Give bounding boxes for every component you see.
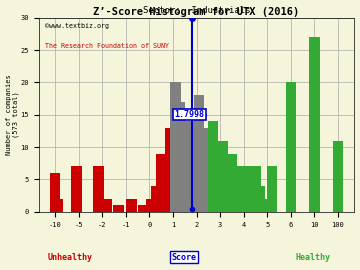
Bar [222,160,233,212]
Bar [250,167,261,212]
Bar [50,192,60,212]
Bar [189,128,199,212]
Bar [147,199,157,212]
Bar [231,173,242,212]
Text: Sector:  Industrials: Sector: Industrials [143,6,250,15]
Bar [285,82,296,212]
Bar [267,167,277,212]
Text: The Research Foundation of SUNY: The Research Foundation of SUNY [45,43,169,49]
Bar [175,102,185,212]
Text: Score: Score [171,252,197,262]
Bar [203,128,213,212]
Bar [198,128,209,212]
Bar [156,154,167,212]
Bar [126,199,137,212]
Text: Healthy: Healthy [296,252,331,262]
Bar [194,95,204,212]
Bar [208,121,219,212]
Bar [52,199,63,212]
Bar [113,205,124,212]
Text: Unhealthy: Unhealthy [48,252,93,262]
Bar [151,186,162,212]
Bar [217,141,228,212]
Bar [71,167,82,212]
Title: Z’-Score Histogram for UTX (2016): Z’-Score Histogram for UTX (2016) [94,7,300,17]
Bar [241,180,251,212]
Bar [50,173,60,212]
Y-axis label: Number of companies
(573 total): Number of companies (573 total) [5,74,19,155]
Text: ©www.textbiz.org: ©www.textbiz.org [45,23,109,29]
Bar [184,121,195,212]
Bar [255,186,265,212]
Bar [236,167,247,212]
Bar [309,37,320,212]
Bar [333,141,343,212]
Text: 1.7998: 1.7998 [175,110,204,119]
Bar [180,128,190,212]
Bar [260,199,270,212]
Bar [138,205,149,212]
Bar [161,160,171,212]
Bar [165,128,176,212]
Bar [246,167,256,212]
Bar [93,167,104,212]
Bar [102,199,112,212]
Bar [170,82,181,212]
Bar [226,154,237,212]
Bar [212,154,223,212]
